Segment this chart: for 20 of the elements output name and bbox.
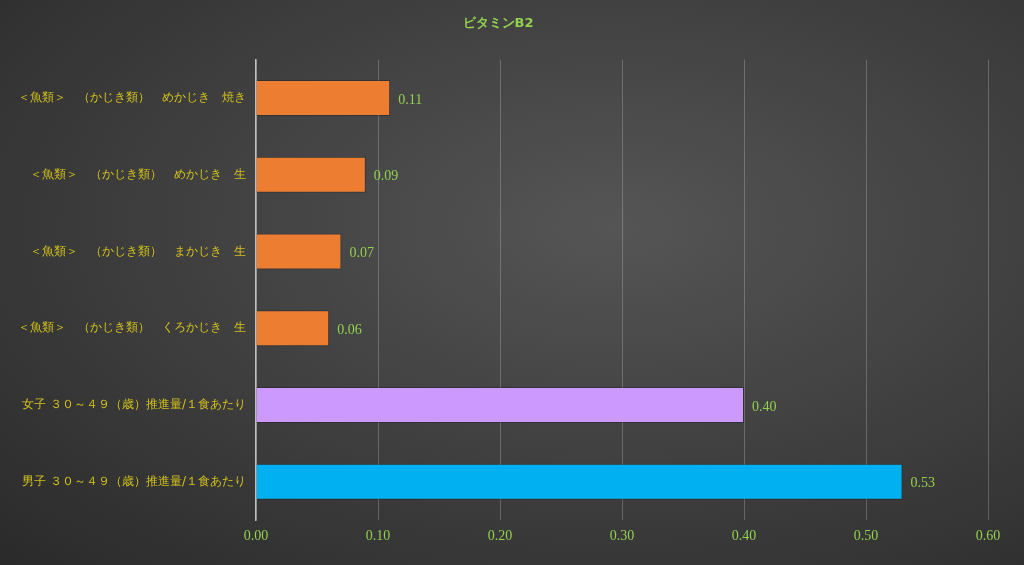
data-label: 0.07 [349, 245, 374, 261]
x-tick-label: 0.50 [853, 528, 879, 544]
x-tick-label: 0.20 [487, 528, 513, 544]
x-tick-label: 0.10 [365, 528, 391, 544]
data-label: 0.11 [398, 91, 423, 107]
y-tick-label: ＜魚類＞ （かじき類） まかじき 生 [30, 243, 246, 258]
data-label: 0.40 [752, 398, 777, 414]
x-tick-label: 0.60 [975, 528, 1001, 544]
y-tick-label: ＜魚類＞ （かじき類） めかじき 焼き [18, 90, 246, 105]
y-tick-label: ＜魚類＞ （かじき類） めかじき 生 [30, 166, 246, 181]
y-tick-label: 女子 ３０～４９（歳）推進量/１食あたり [22, 397, 246, 412]
x-tick-label: 0.30 [609, 528, 635, 544]
y-tick-label: 男子 ３０～４９（歳）推進量/１食あたり [22, 473, 246, 488]
x-tick-label: 0.40 [731, 528, 757, 544]
data-label: 0.53 [910, 475, 936, 491]
x-tick-label: 0.00 [243, 528, 269, 544]
chart-title: ビタミンB2 [462, 15, 534, 31]
y-tick-label: ＜魚類＞ （かじき類） くろかじき 生 [18, 320, 246, 335]
data-label: 0.09 [373, 168, 399, 184]
data-label: 0.06 [337, 321, 362, 337]
